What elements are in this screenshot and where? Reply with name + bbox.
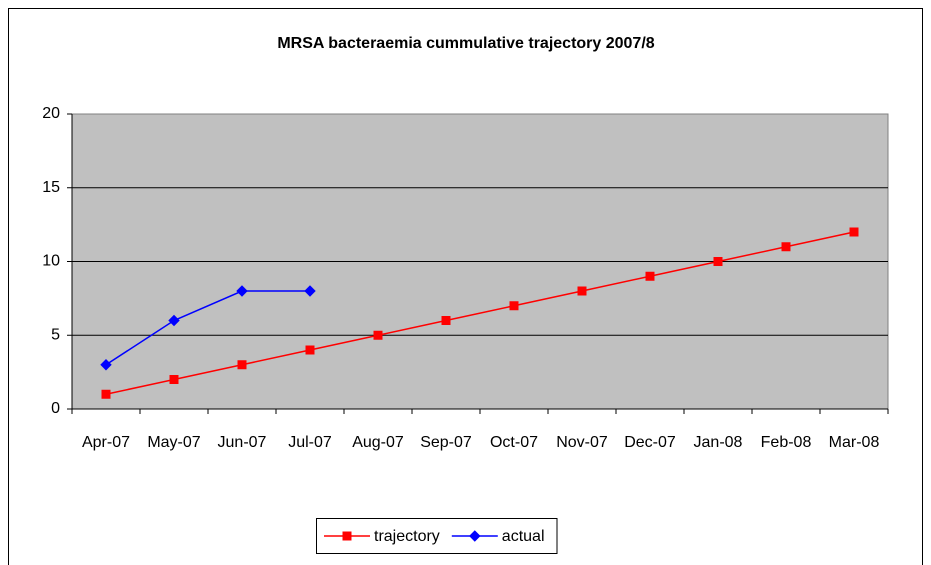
marker bbox=[373, 330, 383, 340]
marker bbox=[100, 359, 112, 371]
marker bbox=[237, 360, 247, 370]
y-tick-label: 10 bbox=[42, 253, 60, 270]
marker bbox=[441, 316, 451, 325]
marker bbox=[169, 375, 179, 384]
y-tick-label: 0 bbox=[51, 400, 60, 417]
x-tick-label: Sep-07 bbox=[420, 434, 472, 451]
marker bbox=[304, 285, 316, 297]
x-tick-label: Dec-07 bbox=[624, 434, 676, 451]
marker bbox=[781, 242, 791, 252]
x-tick-label: May-07 bbox=[147, 434, 200, 451]
chart-title: MRSA bacteraemia cummulative trajectory … bbox=[277, 35, 654, 52]
x-tick-label: Aug-07 bbox=[352, 434, 404, 451]
x-tick-label: Jan-08 bbox=[694, 434, 743, 451]
y-tick-label: 5 bbox=[51, 326, 60, 343]
legend-label: actual bbox=[502, 528, 545, 545]
x-tick-label: Oct-07 bbox=[490, 434, 538, 451]
x-tick-label: Mar-08 bbox=[829, 434, 880, 451]
marker bbox=[305, 345, 315, 355]
y-tick-label: 15 bbox=[42, 179, 60, 196]
marker bbox=[713, 257, 723, 266]
x-tick-label: Feb-08 bbox=[761, 434, 812, 451]
x-tick-label: Nov-07 bbox=[556, 434, 608, 451]
x-tick-label: Jul-07 bbox=[288, 434, 332, 451]
marker bbox=[168, 314, 180, 327]
marker bbox=[849, 227, 859, 237]
marker bbox=[577, 286, 587, 296]
marker bbox=[645, 271, 655, 281]
x-tick-label: Apr-07 bbox=[82, 434, 130, 451]
marker bbox=[342, 531, 352, 541]
x-tick-label: Jun-07 bbox=[218, 434, 267, 451]
marker bbox=[101, 389, 111, 399]
line bbox=[105, 290, 310, 366]
y-tick-label: 20 bbox=[42, 105, 60, 122]
legend-label: trajectory bbox=[374, 528, 440, 545]
marker bbox=[469, 530, 481, 542]
line bbox=[105, 231, 855, 395]
marker bbox=[236, 285, 248, 297]
marker bbox=[509, 301, 519, 311]
